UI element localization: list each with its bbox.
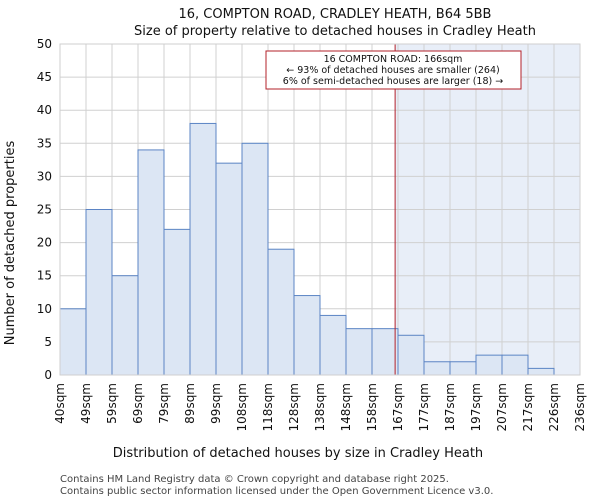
x-tick-label: 99sqm: [209, 383, 223, 424]
x-tick-label: 167sqm: [391, 383, 405, 431]
y-tick-label: 0: [44, 368, 52, 382]
histogram-bar: [371, 328, 399, 376]
x-tick-label: 158sqm: [365, 383, 379, 431]
histogram-bar: [345, 328, 373, 376]
histogram-bar: [423, 361, 451, 376]
footer-line-2: Contains public sector information licen…: [60, 486, 493, 497]
x-axis-ticks: 40sqm 49sqm 59sqm 69sqm 79sqm 89sqm 99sqm 108sq…: [53, 383, 587, 431]
x-tick-label: 69sqm: [131, 383, 145, 424]
histogram-bar: [85, 209, 113, 376]
annotation-line-1: 16 COMPTON ROAD: 166sqm: [324, 54, 463, 65]
y-tick-label: 50: [37, 37, 52, 51]
y-axis-ticks: 0 5 10 15 20 25 30 35 40 45 50: [37, 37, 52, 382]
histogram-bar: [163, 228, 191, 376]
y-tick-label: 30: [37, 169, 52, 183]
y-tick-label: 25: [37, 203, 52, 217]
histogram-bar: [215, 162, 243, 376]
x-tick-label: 89sqm: [183, 383, 197, 424]
annotation-frame: [265, 50, 522, 90]
x-tick-label: 59sqm: [105, 383, 119, 424]
x-tick-label: 217sqm: [521, 383, 535, 431]
histogram-bar: [475, 354, 503, 376]
histogram-bar: [293, 295, 321, 376]
chart-subtitle: Size of property relative to detached ho…: [134, 24, 536, 39]
histogram-bar: [111, 275, 139, 376]
x-tick-label: 236sqm: [573, 383, 587, 431]
annotation-box: 16 COMPTON ROAD: 166sqm ← 93% of detache…: [265, 50, 522, 90]
annotation-line-2: ← 93% of detached houses are smaller (26…: [286, 65, 499, 76]
x-tick-label: 40sqm: [53, 383, 67, 424]
x-tick-label: 187sqm: [443, 383, 457, 431]
x-tick-label: 177sqm: [417, 383, 431, 431]
y-tick-label: 45: [37, 70, 52, 84]
y-tick-label: 20: [37, 236, 52, 250]
histogram-bar: [501, 354, 529, 376]
x-axis-label: Distribution of detached houses by size …: [113, 446, 483, 461]
x-tick-label: 108sqm: [235, 383, 249, 431]
chart-title: 16, COMPTON ROAD, CRADLEY HEATH, B64 5BB: [179, 7, 492, 22]
x-tick-label: 79sqm: [157, 383, 171, 424]
histogram-bar: [397, 334, 425, 376]
histogram-bar: [137, 149, 165, 376]
x-tick-label: 226sqm: [547, 383, 561, 431]
y-tick-label: 5: [44, 335, 52, 349]
footer-line-1: Contains HM Land Registry data © Crown c…: [60, 474, 449, 485]
x-tick-label: 148sqm: [339, 383, 353, 431]
histogram-bar: [449, 361, 477, 376]
y-axis-label: Number of detached properties: [3, 141, 18, 346]
bars: [59, 122, 555, 376]
x-tick-label: 128sqm: [287, 383, 301, 431]
x-tick-label: 118sqm: [261, 383, 275, 431]
histogram-bar: [189, 122, 217, 376]
y-tick-label: 10: [37, 302, 52, 316]
x-tick-label: 197sqm: [469, 383, 483, 431]
histogram-bar: [319, 314, 347, 376]
plot-frame: [59, 43, 581, 376]
histogram-bar: [527, 367, 555, 376]
x-tick-label: 49sqm: [79, 383, 93, 424]
histogram-bar: [267, 248, 295, 376]
y-tick-label: 35: [37, 136, 52, 150]
y-tick-label: 15: [37, 269, 52, 283]
histogram-bar: [59, 308, 87, 376]
histogram-bar: [241, 142, 269, 376]
y-tick-label: 40: [37, 103, 52, 117]
x-tick-label: 207sqm: [495, 383, 509, 431]
x-tick-label: 138sqm: [313, 383, 327, 431]
annotation-line-3: 6% of semi-detached houses are larger (1…: [283, 76, 503, 87]
